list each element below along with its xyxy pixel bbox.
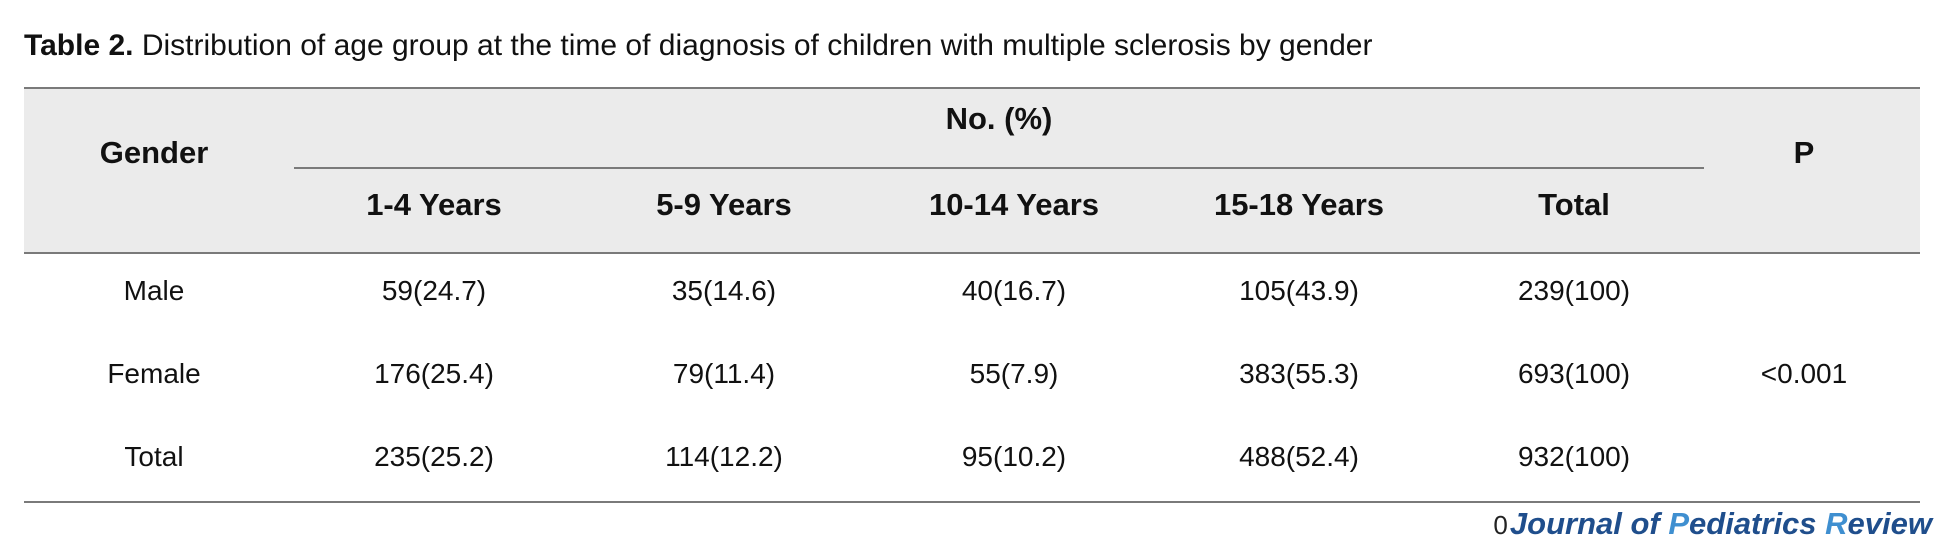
table-cell: 693(100) — [1517, 358, 1631, 389]
table-cell: 79(11.4) — [672, 358, 776, 389]
header-col-5: Total — [1538, 187, 1610, 222]
row-label: Male — [123, 275, 185, 306]
table-cell: 383(55.3) — [1239, 358, 1359, 389]
table-cell: 59(24.7) — [381, 275, 487, 306]
table-cell: 239(100) — [1517, 275, 1631, 306]
table-header-rule — [24, 252, 1920, 254]
table-cell: 55(7.9) — [969, 358, 1059, 389]
header-col-4: 15-18 Years — [1213, 187, 1385, 222]
row-label: Female — [107, 358, 201, 389]
header-gender: Gender — [99, 135, 209, 170]
table-cell: 114(12.2) — [665, 441, 783, 472]
journal-logo: 0Journal of Pediatrics Review — [1493, 506, 1932, 542]
table-bottom-rule — [24, 501, 1920, 503]
group-header-underline — [294, 167, 1704, 169]
row-label: Total — [124, 441, 184, 472]
header-col-1: 1-4 Years — [366, 187, 502, 222]
page-number: 0 — [1493, 510, 1508, 540]
journal-name-part2: ediatrics — [1689, 506, 1826, 541]
table-cell: 105(43.9) — [1239, 275, 1359, 306]
table-cell: 35(14.6) — [671, 275, 777, 306]
table-caption: Table 2. Distribution of age group at th… — [24, 24, 1372, 68]
journal-name-r: R — [1825, 506, 1848, 541]
header-col-3: 10-14 Years — [928, 187, 1100, 222]
table-cell: 235(25.2) — [374, 441, 494, 472]
header-group-no-percent: No. (%) — [945, 101, 1053, 136]
p-value: <0.001 — [1760, 358, 1848, 389]
table-cell: 95(10.2) — [961, 441, 1067, 472]
table-cell: 488(52.4) — [1239, 441, 1359, 472]
journal-name-part1: Journal of — [1509, 506, 1669, 541]
table-top-rule — [24, 87, 1920, 89]
table-cell: 176(25.4) — [374, 358, 494, 389]
header-col-2: 5-9 Years — [656, 187, 792, 222]
journal-name-p: P — [1668, 506, 1690, 541]
table-cell: 40(16.7) — [961, 275, 1067, 306]
table-header-background — [24, 89, 1920, 252]
table-caption-text: Distribution of age group at the time of… — [141, 29, 1373, 62]
header-p: P — [1793, 135, 1815, 170]
table-cell: 932(100) — [1517, 441, 1631, 472]
table-caption-label: Table 2. — [24, 29, 134, 62]
journal-name-part3: eview — [1847, 506, 1932, 541]
